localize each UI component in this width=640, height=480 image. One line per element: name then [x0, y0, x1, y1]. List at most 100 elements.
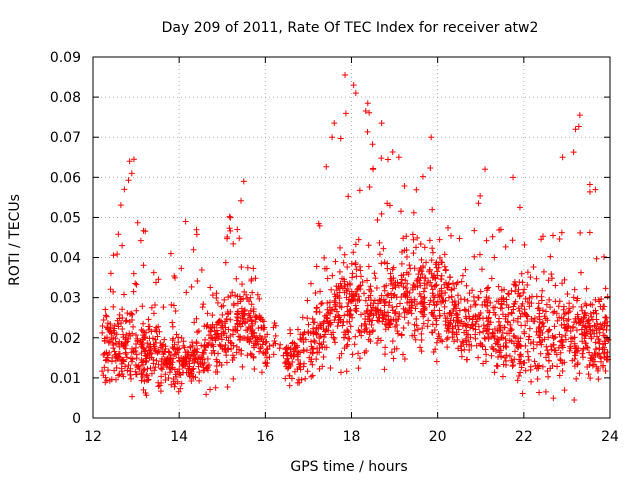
data-point	[533, 328, 540, 335]
data-point	[129, 330, 136, 337]
data-point	[381, 283, 388, 290]
data-point	[499, 305, 506, 312]
data-point	[177, 385, 184, 392]
data-point	[207, 335, 214, 342]
data-point	[352, 261, 359, 268]
data-point	[148, 370, 155, 377]
data-point	[148, 304, 155, 311]
data-point	[528, 378, 535, 385]
data-point	[488, 352, 495, 359]
data-point	[461, 306, 468, 313]
data-point	[600, 253, 607, 260]
data-point	[347, 323, 354, 330]
data-point	[141, 348, 148, 355]
data-point	[482, 325, 489, 332]
data-point	[382, 316, 389, 323]
data-point	[602, 314, 609, 321]
data-point	[282, 375, 289, 382]
data-point	[420, 288, 427, 295]
data-point	[444, 224, 451, 231]
data-point	[257, 345, 264, 352]
data-point	[207, 284, 214, 291]
data-point	[201, 359, 208, 366]
data-point	[114, 251, 121, 258]
data-point	[227, 227, 234, 234]
data-point	[575, 315, 582, 322]
data-point	[469, 316, 476, 323]
data-point	[519, 279, 526, 286]
data-point	[516, 308, 523, 315]
data-point	[530, 345, 537, 352]
data-point	[393, 303, 400, 310]
data-point	[485, 295, 492, 302]
data-point	[426, 237, 433, 244]
data-point	[457, 296, 464, 303]
data-point	[140, 386, 147, 393]
data-point	[158, 365, 165, 372]
data-point	[236, 235, 243, 242]
data-point	[247, 335, 254, 342]
data-point	[364, 302, 371, 309]
data-point	[386, 321, 393, 328]
data-point	[544, 317, 551, 324]
data-point	[311, 337, 318, 344]
data-point	[321, 318, 328, 325]
data-point	[204, 355, 211, 362]
data-point	[361, 327, 368, 334]
data-point	[167, 355, 174, 362]
data-point	[459, 272, 466, 279]
data-point	[110, 303, 117, 310]
data-point	[241, 306, 248, 313]
data-point	[552, 333, 559, 340]
data-point	[472, 326, 479, 333]
data-point	[122, 336, 129, 343]
data-point	[353, 308, 360, 315]
data-point	[186, 360, 193, 367]
data-point	[395, 330, 402, 337]
data-point	[436, 288, 443, 295]
data-point	[430, 349, 437, 356]
data-point	[574, 360, 581, 367]
data-point	[240, 315, 247, 322]
data-point	[364, 277, 371, 284]
data-point	[317, 288, 324, 295]
data-point	[593, 310, 600, 317]
data-point	[420, 313, 427, 320]
data-point	[414, 234, 421, 241]
data-point	[319, 344, 326, 351]
data-point	[524, 299, 531, 306]
data-point	[154, 333, 161, 340]
data-point	[520, 359, 527, 366]
data-point	[597, 321, 604, 328]
data-point	[548, 346, 555, 353]
data-point	[213, 334, 220, 341]
data-point	[308, 343, 315, 350]
data-point	[341, 289, 348, 296]
y-tick-label: 0.09	[50, 50, 81, 66]
data-point	[306, 354, 313, 361]
data-point	[595, 376, 602, 383]
data-point	[364, 128, 371, 135]
data-point	[236, 336, 243, 343]
data-point	[432, 346, 439, 353]
data-point	[171, 341, 178, 348]
data-point	[338, 304, 345, 311]
data-point	[400, 325, 407, 332]
data-point	[418, 336, 425, 343]
data-point	[324, 306, 331, 313]
data-point	[509, 363, 516, 370]
data-point	[491, 369, 498, 376]
data-point	[168, 301, 175, 308]
data-point	[180, 369, 187, 376]
data-point	[589, 316, 596, 323]
data-point	[544, 350, 551, 357]
data-point	[313, 356, 320, 363]
data-point	[554, 363, 561, 370]
data-point	[417, 274, 424, 281]
data-point	[123, 317, 130, 324]
data-point	[381, 351, 388, 358]
data-point	[308, 373, 315, 380]
data-point	[263, 363, 270, 370]
data-point	[543, 301, 550, 308]
data-point	[345, 193, 352, 200]
